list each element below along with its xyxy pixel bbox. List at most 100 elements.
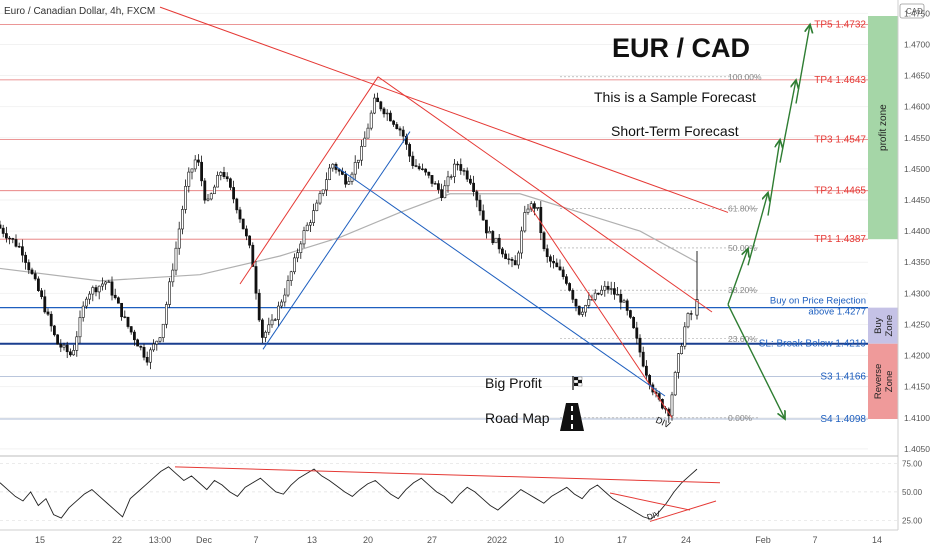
candle xyxy=(616,286,620,296)
candle-body xyxy=(478,199,482,212)
candle xyxy=(88,291,92,305)
candle xyxy=(462,167,466,176)
price-tick-label: 1.4300 xyxy=(904,288,930,298)
pair-title: EUR / CAD xyxy=(612,33,750,63)
candle-body xyxy=(641,351,645,367)
time-tick-label: 13:00 xyxy=(149,535,172,545)
candle-body xyxy=(372,97,376,114)
candle-body xyxy=(260,319,264,338)
candle-body xyxy=(680,345,684,354)
candle-body xyxy=(229,178,232,188)
fib-label: 61.80% xyxy=(728,204,757,214)
candle xyxy=(145,351,149,366)
big-profit-label: Big Profit xyxy=(485,375,542,391)
time-tick-label: 15 xyxy=(35,535,45,545)
candle-body xyxy=(366,127,370,139)
candle-body xyxy=(315,202,319,211)
candle xyxy=(433,181,437,185)
candle-body xyxy=(59,343,63,348)
candle xyxy=(56,334,60,345)
candle xyxy=(561,266,565,280)
candle xyxy=(555,258,559,268)
candle-body xyxy=(433,183,437,185)
road-map-label: Road Map xyxy=(485,410,550,426)
candle-body xyxy=(241,218,245,230)
candle xyxy=(612,282,616,300)
candle-body xyxy=(56,334,60,345)
checkered-flag-icon xyxy=(572,376,583,390)
candle xyxy=(296,248,300,263)
candle xyxy=(133,329,136,346)
candle xyxy=(139,345,143,351)
candle-body xyxy=(331,163,335,169)
candle xyxy=(558,259,562,271)
candle-body xyxy=(449,176,453,178)
candle-body xyxy=(267,324,271,333)
candle-body xyxy=(417,166,421,170)
candle xyxy=(43,289,47,314)
candle xyxy=(548,254,552,268)
candle-body xyxy=(382,108,386,115)
candle xyxy=(680,343,684,355)
candle xyxy=(197,154,200,166)
rsi-tick-label: 75.00 xyxy=(902,459,923,468)
candle-body xyxy=(536,206,540,209)
candle-body xyxy=(328,167,332,180)
candle xyxy=(289,270,293,286)
candle xyxy=(107,279,111,283)
candle-body xyxy=(238,209,242,220)
candle xyxy=(596,292,600,296)
candle-body xyxy=(606,285,610,290)
candle-body xyxy=(225,176,229,180)
candle-body xyxy=(145,356,149,363)
candle-body xyxy=(616,293,620,296)
candle xyxy=(190,168,194,180)
candle-body xyxy=(171,269,175,283)
price-tick-label: 1.4400 xyxy=(904,226,930,236)
level-label: S4 1.4098 xyxy=(820,414,866,425)
candle xyxy=(270,314,274,328)
candle xyxy=(420,163,424,171)
candle-body xyxy=(46,311,50,315)
candle xyxy=(475,189,479,208)
candle-body xyxy=(337,169,341,172)
candle-body xyxy=(187,171,191,187)
candle xyxy=(628,309,632,319)
forecast-arrow xyxy=(795,25,810,104)
currency-badge[interactable] xyxy=(899,3,925,19)
candle-body xyxy=(318,193,322,204)
candle-body xyxy=(49,313,53,327)
candle xyxy=(120,302,124,321)
candle-body xyxy=(245,228,248,237)
term-note: Short-Term Forecast xyxy=(611,123,739,139)
candle-body xyxy=(133,331,136,341)
candle-body xyxy=(440,189,444,199)
time-tick-label: 7 xyxy=(812,535,817,545)
price-tick-label: 1.4750 xyxy=(904,8,930,18)
candle-body xyxy=(564,276,568,284)
symbol-title: Euro / Canadian Dollar, 4h, FXCM xyxy=(4,6,155,17)
candle-body xyxy=(548,256,552,262)
candle xyxy=(235,197,239,214)
road-icon xyxy=(560,403,584,431)
candle xyxy=(5,226,8,243)
resistance-trendline xyxy=(529,205,673,419)
candle xyxy=(129,326,133,335)
candle xyxy=(478,194,482,216)
candle-body xyxy=(203,180,207,201)
candle xyxy=(324,172,328,196)
candle-body xyxy=(507,258,511,260)
candle-body xyxy=(504,253,508,260)
rsi-support-trendline xyxy=(649,500,717,522)
candle xyxy=(574,298,578,312)
candle xyxy=(452,158,456,184)
candle xyxy=(609,281,613,295)
candle xyxy=(580,307,584,317)
candle-body xyxy=(644,365,648,376)
candle-body xyxy=(587,299,591,306)
candle xyxy=(65,341,69,359)
forecast-arrow xyxy=(767,140,780,216)
forecast-arrow xyxy=(747,193,768,266)
candle-body xyxy=(622,300,626,303)
candle-body xyxy=(24,254,28,263)
